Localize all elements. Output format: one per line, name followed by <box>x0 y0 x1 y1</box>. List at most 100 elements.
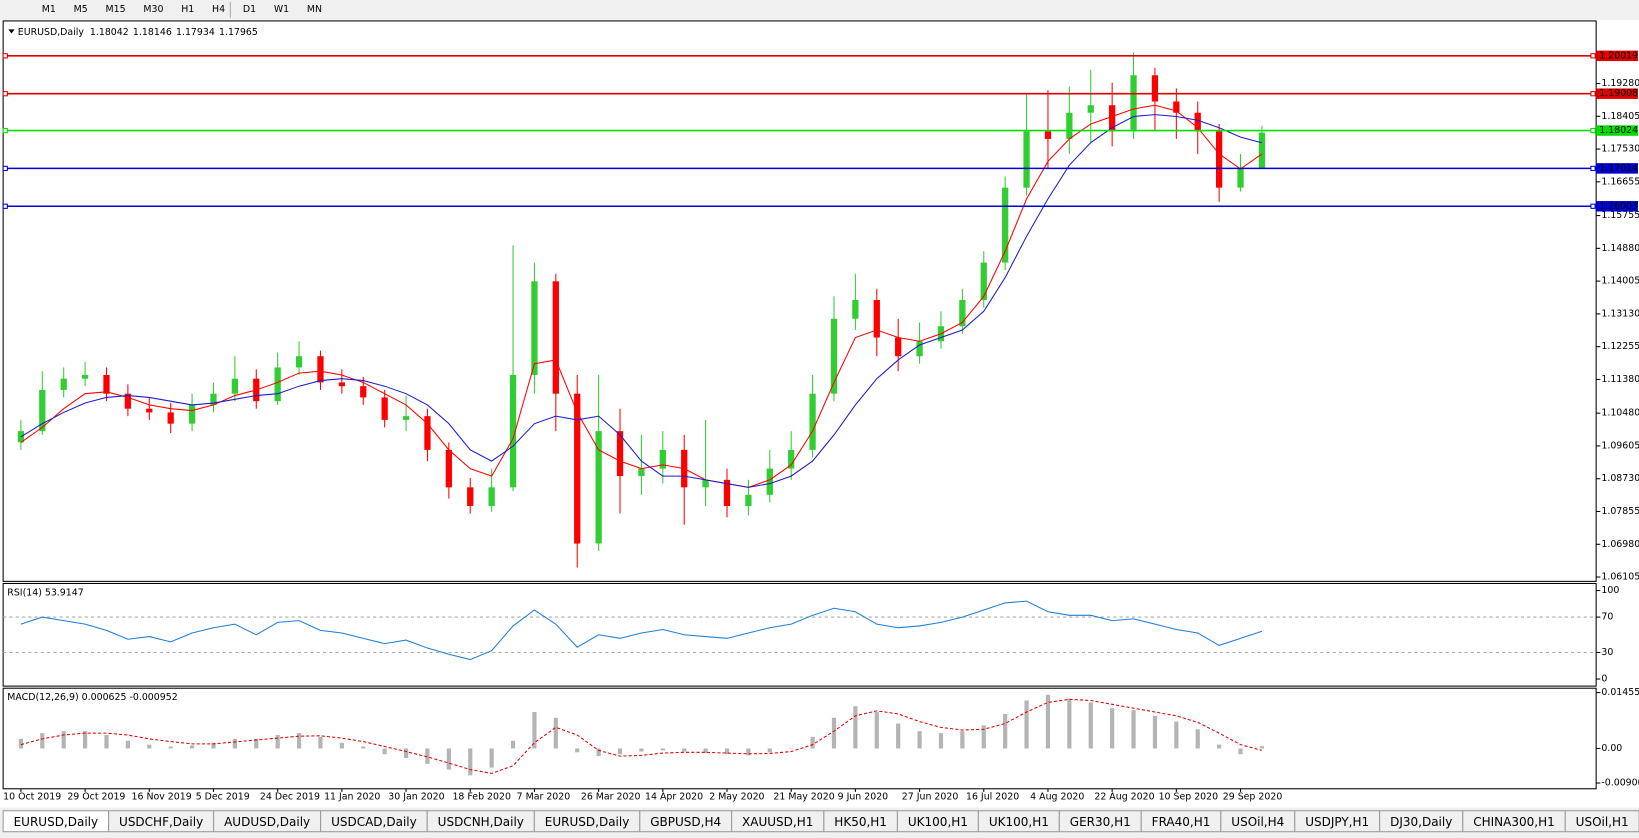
candle-body <box>317 356 324 383</box>
macd-bar <box>789 748 794 749</box>
candle-body <box>81 374 89 379</box>
y-tick-label: 1.12255 <box>1601 341 1639 352</box>
level-handle <box>1590 127 1596 134</box>
timeframe-button[interactable]: H1 <box>181 4 194 15</box>
y-tick-label: 1.17530 <box>1601 144 1639 155</box>
tab-label[interactable]: DJ30,Daily <box>1390 815 1452 829</box>
macd-bar <box>489 748 494 768</box>
macd-bar <box>83 731 88 749</box>
x-tick-label: 30 Jan 2020 <box>388 792 444 803</box>
candle-body <box>616 431 624 477</box>
macd-bar <box>853 706 858 749</box>
tab-label[interactable]: GER30,H1 <box>1070 815 1131 829</box>
timeframe-button[interactable]: D1 <box>243 4 256 15</box>
timeframe-button[interactable]: M1 <box>42 4 56 15</box>
x-tick-label: 24 Dec 2019 <box>260 792 320 803</box>
timeframe-button[interactable]: W1 <box>274 4 289 15</box>
candle-body <box>509 374 517 488</box>
macd-bar <box>104 735 109 749</box>
candle-body <box>488 487 495 507</box>
x-tick-label: 29 Sep 2020 <box>1223 792 1283 803</box>
macd-bar <box>425 748 430 764</box>
x-tick-label: 11 Jan 2020 <box>324 792 380 803</box>
tab-label[interactable]: AUDUSD,Daily <box>224 815 310 829</box>
candle-body <box>274 367 281 402</box>
macd-bar <box>575 748 580 753</box>
tab-label[interactable]: USDCAD,Daily <box>331 815 417 829</box>
candle-body <box>402 416 410 420</box>
candle-body <box>1023 131 1030 188</box>
tab-label[interactable]: EURUSD,Daily <box>14 815 99 829</box>
tab-label[interactable]: HK50,H1 <box>834 815 887 829</box>
level-label-box <box>1596 88 1638 99</box>
timeframe-button[interactable]: M15 <box>106 4 126 15</box>
timeframe-button[interactable]: H4 <box>212 4 225 15</box>
candle-body <box>873 300 880 338</box>
x-tick-label: 5 Dec 2019 <box>196 792 250 803</box>
rsi-pane <box>2 582 1597 687</box>
level-handle <box>1590 53 1596 59</box>
macd-bar <box>1259 746 1265 749</box>
level-label-box <box>1596 163 1638 174</box>
candle-body <box>338 382 345 387</box>
macd-bar <box>724 748 730 755</box>
macd-bar <box>1174 721 1179 749</box>
tab-label[interactable]: XAUUSD,H1 <box>742 815 813 829</box>
x-tick-label: 10 Oct 2019 <box>3 792 61 803</box>
macd-bar <box>1024 700 1029 749</box>
macd-bar <box>446 748 451 770</box>
y-tick-label: 1.14880 <box>1601 243 1639 254</box>
tab[interactable] <box>1564 810 1639 833</box>
x-tick-label: 18 Feb 2020 <box>452 792 510 803</box>
macd-bar <box>553 717 558 749</box>
candle-body <box>1215 131 1223 188</box>
tab-label[interactable]: UK100,H1 <box>989 815 1049 829</box>
tab-label[interactable]: CHINA300,H1 <box>1473 815 1555 829</box>
level-label: 1.19008 <box>1599 88 1638 99</box>
tab-label[interactable]: USDCHF,Daily <box>119 815 203 829</box>
tab-label[interactable]: USDCNH,Daily <box>438 815 524 829</box>
tab-label[interactable]: GBPUSD,H4 <box>650 815 721 829</box>
macd-bar <box>810 736 815 749</box>
level-label-box <box>1596 50 1638 62</box>
pane-title: RSI(14) 53.9147 <box>7 587 83 598</box>
macd-bar <box>339 742 344 749</box>
macd-bar <box>917 731 922 749</box>
tab-label[interactable]: USOil,H4 <box>1231 815 1284 829</box>
candle-body <box>1002 187 1009 263</box>
level-handle <box>2 165 8 172</box>
tab-label[interactable]: UK100,H1 <box>908 815 968 829</box>
tab-label[interactable]: EURUSD,Daily <box>545 815 630 829</box>
candle-body <box>295 356 303 368</box>
macd-bar <box>1152 715 1158 749</box>
tab-label[interactable]: FRA40,H1 <box>1152 815 1211 829</box>
moving-average <box>20 114 1263 488</box>
candle-body <box>467 487 474 507</box>
macd-bar <box>40 733 45 749</box>
level-handle <box>2 203 8 209</box>
y-tick-label: 1.11380 <box>1601 374 1639 385</box>
candle-body <box>766 468 773 495</box>
x-tick-label: 22 Aug 2020 <box>1094 792 1154 803</box>
macd-bar <box>18 738 23 749</box>
level-handle <box>2 53 8 59</box>
candle-body <box>723 479 731 507</box>
candle-body <box>531 281 538 375</box>
candle-body <box>360 386 367 398</box>
timeframe-button[interactable]: M5 <box>74 4 88 15</box>
candle-body <box>638 468 645 477</box>
candle-body <box>124 393 132 409</box>
timeframe-button[interactable]: MN <box>307 4 322 15</box>
tab-label[interactable]: USDJPY,H1 <box>1305 815 1369 829</box>
level-label-box <box>1596 201 1638 212</box>
symbol-title: EURUSD,Daily <box>18 27 85 38</box>
macd-bar <box>682 748 687 752</box>
macd-bar <box>767 748 772 753</box>
candle-body <box>959 300 966 327</box>
y-tick-label: 30 <box>1601 647 1613 658</box>
y-tick-label: 1.08730 <box>1601 473 1639 484</box>
timeframe-button[interactable]: M30 <box>143 4 163 15</box>
candle-body <box>231 378 239 394</box>
tab-label[interactable]: USOil,H1 <box>1576 815 1629 829</box>
